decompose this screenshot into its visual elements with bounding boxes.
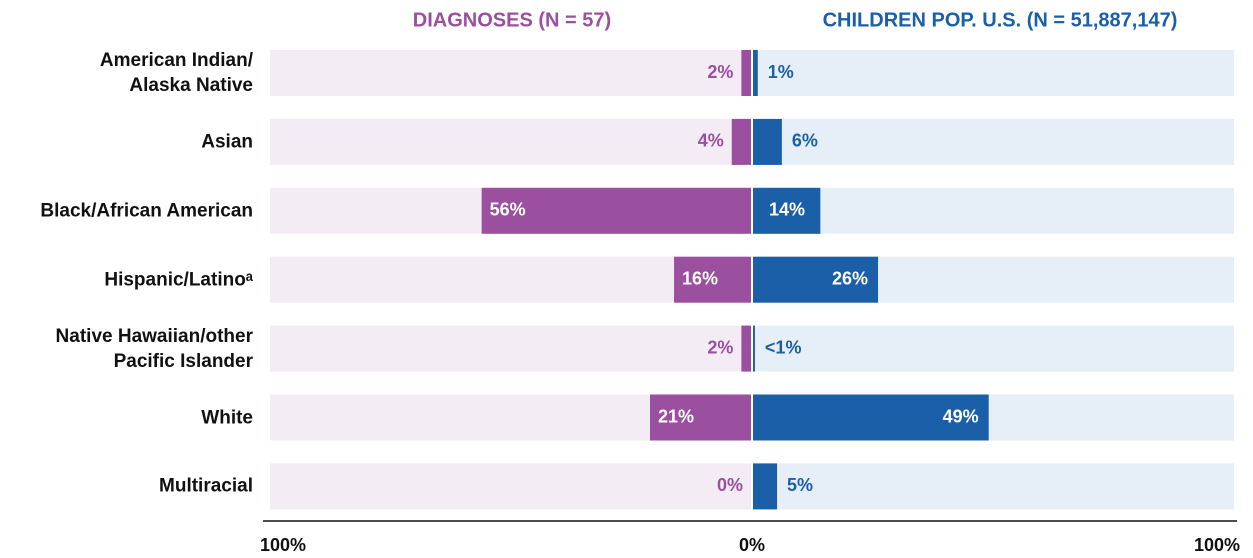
category-label: Black/African American: [40, 200, 253, 222]
series-header: DIAGNOSES (N = 57): [413, 9, 611, 31]
value-label: 5%: [787, 475, 813, 495]
category-label: Multiracial: [159, 475, 253, 497]
bar: [753, 187, 821, 234]
value-label: 2%: [707, 337, 733, 357]
value-label: <1%: [765, 337, 802, 357]
category-label: Native Hawaiian/other Pacific Islander: [55, 325, 253, 372]
background-bar: [753, 187, 1234, 234]
category-label: White: [201, 407, 253, 428]
x-tick-label: 100%: [1194, 535, 1240, 555]
value-label: 1%: [768, 62, 794, 82]
bar: [753, 463, 778, 510]
value-label: 26%: [832, 268, 868, 288]
value-label: 16%: [682, 268, 718, 288]
value-label: 6%: [792, 131, 818, 151]
category-label: Asian: [201, 131, 253, 153]
bar: [753, 256, 879, 303]
bar: [741, 325, 751, 372]
value-label: 56%: [490, 200, 526, 220]
category-label: American Indian/ Alaska Native: [99, 50, 253, 96]
background-bar: [753, 50, 1234, 96]
x-tick-label: 100%: [260, 535, 306, 555]
value-label: 4%: [698, 131, 724, 151]
value-label: 0%: [717, 475, 743, 495]
background-bar: [270, 463, 751, 510]
value-label: 21%: [658, 406, 694, 426]
bar: [649, 394, 751, 441]
bar: [731, 118, 751, 165]
bar: [753, 118, 782, 165]
value-label: 49%: [943, 406, 979, 426]
category-label: Hispanic/Latinoᵃ: [104, 269, 253, 291]
background-bar: [753, 118, 1234, 165]
x-tick-label: 0%: [739, 535, 765, 555]
bar: [674, 256, 751, 303]
bar: [741, 50, 751, 96]
background-bar: [270, 50, 751, 96]
background-bar: [753, 463, 1234, 510]
value-label: 14%: [769, 200, 805, 220]
bar: [481, 187, 751, 234]
background-bar: [753, 325, 1234, 372]
background-bar: [270, 118, 751, 165]
bar: [753, 50, 758, 96]
bar: [753, 394, 989, 441]
background-bar: [270, 325, 751, 372]
value-label: 2%: [707, 62, 733, 82]
bar: [753, 325, 755, 372]
series-header: CHILDREN POP. U.S. (N = 51,887,147): [823, 9, 1178, 31]
background-bar: [270, 256, 751, 303]
